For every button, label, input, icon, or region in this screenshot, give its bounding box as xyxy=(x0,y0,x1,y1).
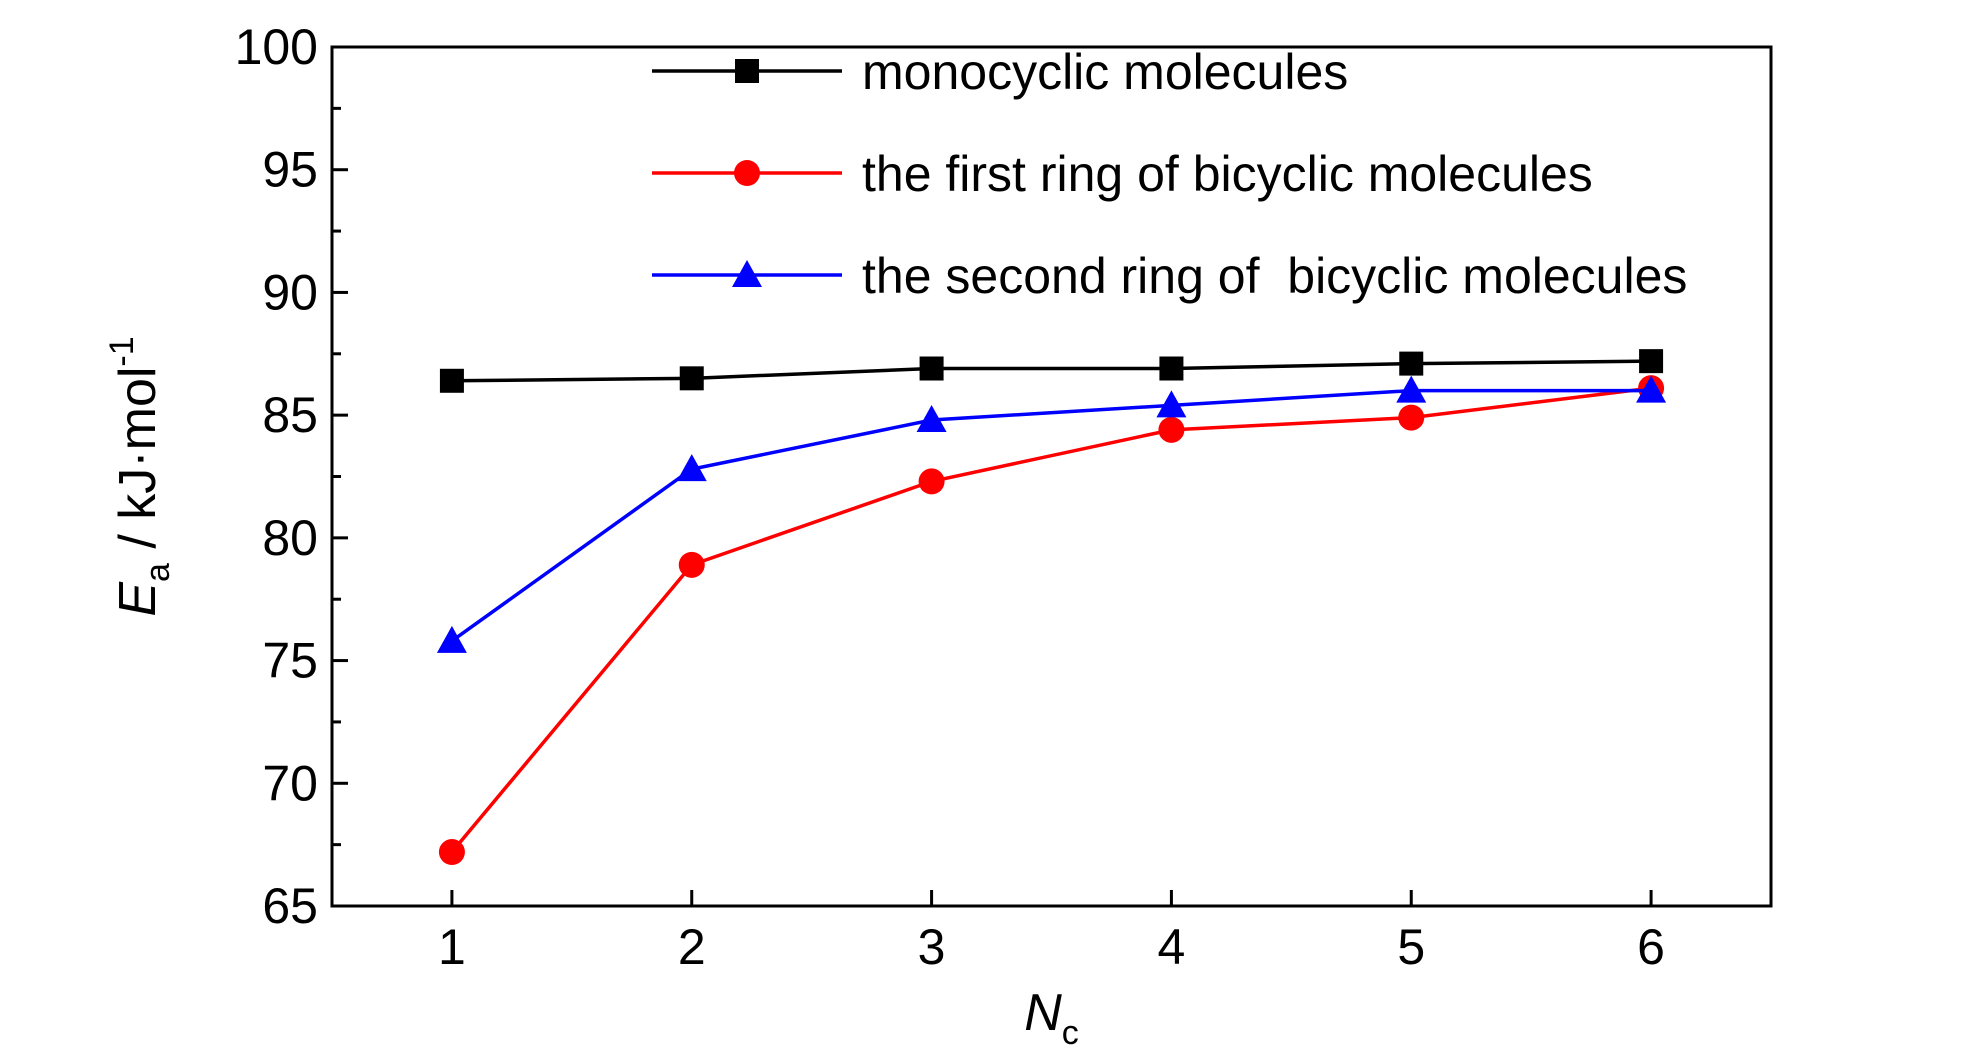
y-axis-title-unit: / kJ·mol xyxy=(109,367,167,563)
series-1 xyxy=(439,349,1664,393)
x-tick-label: 4 xyxy=(1158,919,1186,975)
data-point xyxy=(436,625,467,653)
legend-entry-1: monocyclic molecules xyxy=(652,44,1348,100)
y-axis-title: Ea / kJ·mol-1 xyxy=(103,336,177,616)
x-axis-title-sub: c xyxy=(1062,1014,1079,1052)
x-tick-label: 2 xyxy=(678,919,706,975)
legend-label: the first ring of bicyclic molecules xyxy=(862,146,1593,202)
series-line xyxy=(450,386,1652,854)
x-axis-title-main: N xyxy=(1024,984,1062,1042)
legend-marker xyxy=(732,260,762,287)
y-axis-title-sub: a xyxy=(139,563,177,582)
y-tick-label: 90 xyxy=(262,264,318,320)
y-tick-label: 70 xyxy=(262,755,318,811)
data-point xyxy=(1636,375,1667,403)
data-point xyxy=(919,356,944,381)
data-point xyxy=(1158,416,1185,443)
legend-marker xyxy=(735,59,759,83)
x-tick-label: 5 xyxy=(1397,919,1425,975)
legend-marker xyxy=(734,160,760,186)
data-point xyxy=(679,366,704,391)
data-point xyxy=(1639,349,1664,374)
legend: monocyclic molecules the first ring of bi… xyxy=(652,44,1687,304)
series-line xyxy=(450,388,1652,643)
data-point xyxy=(1398,404,1425,431)
x-tick-label: 6 xyxy=(1637,919,1665,975)
series-2 xyxy=(438,375,1665,866)
legend-label: the second ring of bicyclic molecules xyxy=(862,248,1687,304)
data-point xyxy=(916,405,947,433)
x-axis-title: Nc xyxy=(1024,984,1079,1052)
y-axis-title-sup: -1 xyxy=(103,336,141,366)
series-layer xyxy=(436,349,1667,866)
y-tick-label: 85 xyxy=(262,387,318,443)
y-tick-label: 80 xyxy=(262,510,318,566)
data-point xyxy=(438,839,465,866)
x-tick-label: 1 xyxy=(438,919,466,975)
data-point xyxy=(678,551,705,578)
y-axis-title-main: E xyxy=(109,581,167,617)
legend-label: monocyclic molecules xyxy=(862,44,1348,100)
axis-titles: Nc Ea / kJ·mol-1 xyxy=(103,336,1079,1052)
y-tick-label: 95 xyxy=(262,142,318,198)
series-3 xyxy=(436,375,1667,653)
y-tick-label: 75 xyxy=(262,633,318,689)
y-tick-label: 100 xyxy=(235,19,318,75)
data-point xyxy=(676,454,707,482)
data-point xyxy=(1396,375,1427,403)
series-line xyxy=(451,359,1652,383)
data-point xyxy=(1399,351,1424,376)
data-point xyxy=(439,368,464,393)
legend-entry-2: the first ring of bicyclic molecules xyxy=(652,146,1593,202)
x-tick-label: 3 xyxy=(918,919,946,975)
data-point xyxy=(1159,356,1184,381)
legend-entry-3: the second ring of bicyclic molecules xyxy=(652,248,1687,304)
axes: 65 70 75 80 85 90 95 100 1 2 3 4 5 6 xyxy=(235,19,1773,975)
data-point xyxy=(1156,390,1187,418)
y-tick-label: 65 xyxy=(262,878,318,934)
data-point xyxy=(918,468,945,495)
